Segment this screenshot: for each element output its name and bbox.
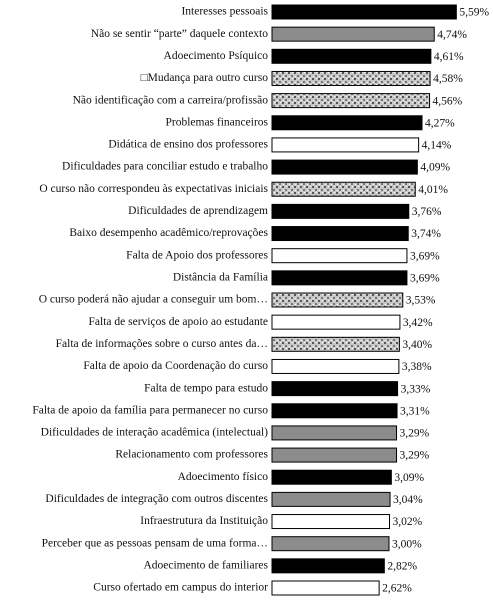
bar <box>271 181 416 197</box>
bar <box>271 447 398 463</box>
category-label: Falta de informações sobre o curso antes… <box>56 338 268 350</box>
value-label: 3,33% <box>401 383 431 395</box>
value-label: 4,58% <box>433 73 463 85</box>
value-label: 2,62% <box>382 583 412 595</box>
value-label: 3,76% <box>412 206 442 218</box>
bar <box>271 558 385 574</box>
category-label: Baixo desempenho acadêmico/reprovações <box>69 227 268 239</box>
value-label: 3,69% <box>410 272 440 284</box>
value-label: 4,01% <box>418 184 448 196</box>
category-label: O curso não correspondeu às expectativas… <box>39 183 268 195</box>
bar <box>271 403 398 419</box>
bar <box>271 358 400 374</box>
bar <box>271 336 400 352</box>
value-label: 3,00% <box>392 538 422 550</box>
value-label: 3,04% <box>393 494 423 506</box>
bar <box>271 226 409 242</box>
bar <box>271 203 410 219</box>
value-label: 4,56% <box>433 95 463 107</box>
value-label: 3,40% <box>402 339 432 351</box>
value-label: 3,09% <box>394 472 424 484</box>
bar <box>271 270 408 286</box>
bar <box>271 469 392 485</box>
category-label: Não identificação com a carreira/profiss… <box>73 94 269 106</box>
category-label: Falta de serviços de apoio ao estudante <box>89 316 268 328</box>
value-label: 3,53% <box>406 295 436 307</box>
value-label: 4,61% <box>434 51 464 63</box>
bar <box>271 93 431 109</box>
category-label: Adoecimento físico <box>178 471 269 483</box>
value-label: 3,02% <box>393 516 423 528</box>
category-label: Falta de Apoio dos professores <box>126 249 268 261</box>
category-label: Infraestrutura da Instituição <box>140 515 268 527</box>
category-label: Dificuldades de integração com outros di… <box>45 493 268 505</box>
value-label: 3,29% <box>400 428 430 440</box>
value-label: 2,82% <box>387 560 417 572</box>
bar <box>271 580 380 596</box>
bar <box>271 425 398 441</box>
value-label: 4,27% <box>425 117 455 129</box>
bar <box>271 48 432 64</box>
bar <box>271 514 391 530</box>
bar <box>271 536 390 552</box>
value-label: 3,42% <box>403 317 433 329</box>
category-label: Falta de apoio da família para permanece… <box>32 404 268 416</box>
category-label: Curso ofertado em campus do interior <box>93 582 268 594</box>
value-label: 3,74% <box>411 228 441 240</box>
value-label: 3,38% <box>402 361 432 373</box>
category-label: Interesses pessoais <box>181 6 268 18</box>
bar <box>271 70 431 86</box>
bar <box>271 491 391 507</box>
category-label: Distância da Família <box>173 271 268 283</box>
value-label: 4,14% <box>422 140 452 152</box>
category-label: O curso poderá não ajudar a conseguir um… <box>39 294 268 306</box>
bar <box>271 381 399 397</box>
category-label: Problemas financeiros <box>165 116 268 128</box>
category-label: Adoecimento Psíquico <box>164 50 269 62</box>
category-label: Dificuldades de aprendizagem <box>128 205 268 217</box>
category-label: Perceber que as pessoas pensam de uma fo… <box>42 537 268 549</box>
value-label: 4,09% <box>420 162 450 174</box>
bar <box>271 292 404 308</box>
category-label: Falta de apoio da Coordenação do curso <box>83 360 268 372</box>
bar <box>271 115 423 131</box>
category-label: Relacionamento com professores <box>115 449 268 461</box>
bar <box>271 248 408 264</box>
value-label: 3,31% <box>400 405 430 417</box>
category-label: Não se sentir “parte” daquele contexto <box>91 28 268 40</box>
bar <box>271 137 420 153</box>
value-label: 3,69% <box>410 250 440 262</box>
value-label: 3,29% <box>400 450 430 462</box>
bar <box>271 314 401 330</box>
value-label: 5,59% <box>459 7 489 19</box>
bar <box>271 159 418 175</box>
category-label: □Mudança para outro curso <box>141 72 269 84</box>
category-label: Dificuldades de interação acadêmica (int… <box>41 427 268 439</box>
category-label: Adoecimento de familiares <box>143 559 268 571</box>
category-label: Falta de tempo para estudo <box>144 382 268 394</box>
bar <box>271 4 457 20</box>
category-label: Dificuldades para conciliar estudo e tra… <box>62 161 268 173</box>
category-label: Didática de ensino dos professores <box>108 139 268 151</box>
bar <box>271 26 435 42</box>
value-label: 4,74% <box>437 29 467 41</box>
